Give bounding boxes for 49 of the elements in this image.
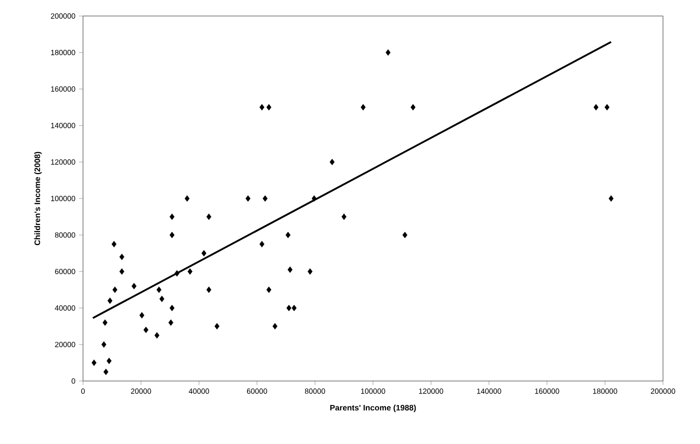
point bbox=[101, 341, 106, 348]
point bbox=[174, 270, 180, 277]
point bbox=[132, 282, 136, 290]
point bbox=[156, 286, 162, 293]
point bbox=[330, 158, 335, 166]
point bbox=[608, 195, 614, 202]
point bbox=[288, 266, 293, 273]
point bbox=[112, 240, 116, 248]
point bbox=[246, 195, 250, 202]
point bbox=[170, 304, 174, 312]
point bbox=[206, 286, 212, 293]
point bbox=[159, 296, 164, 302]
point bbox=[312, 195, 317, 202]
point bbox=[266, 104, 272, 110]
point bbox=[272, 323, 278, 330]
point bbox=[170, 232, 174, 238]
point bbox=[92, 360, 96, 366]
point bbox=[106, 358, 112, 364]
point bbox=[143, 326, 148, 334]
point bbox=[206, 214, 212, 220]
point bbox=[604, 104, 610, 110]
point bbox=[214, 323, 220, 330]
point bbox=[108, 298, 112, 304]
point bbox=[386, 49, 391, 56]
point bbox=[168, 319, 174, 326]
point bbox=[286, 232, 290, 238]
point bbox=[102, 319, 108, 326]
point bbox=[360, 104, 366, 110]
point bbox=[594, 104, 598, 110]
point bbox=[308, 268, 313, 275]
point bbox=[266, 286, 272, 293]
point bbox=[119, 268, 124, 275]
point bbox=[201, 250, 206, 256]
point bbox=[112, 286, 118, 293]
point bbox=[262, 195, 268, 202]
point bbox=[170, 214, 174, 220]
point bbox=[286, 304, 292, 312]
point bbox=[119, 254, 124, 260]
point bbox=[103, 368, 108, 376]
point bbox=[410, 104, 416, 110]
point bbox=[184, 195, 190, 202]
point bbox=[292, 304, 297, 312]
point bbox=[154, 332, 160, 339]
point bbox=[259, 104, 264, 110]
point bbox=[259, 240, 264, 248]
point bbox=[342, 214, 346, 220]
point bbox=[139, 312, 144, 318]
point bbox=[188, 268, 192, 275]
point bbox=[402, 232, 408, 238]
